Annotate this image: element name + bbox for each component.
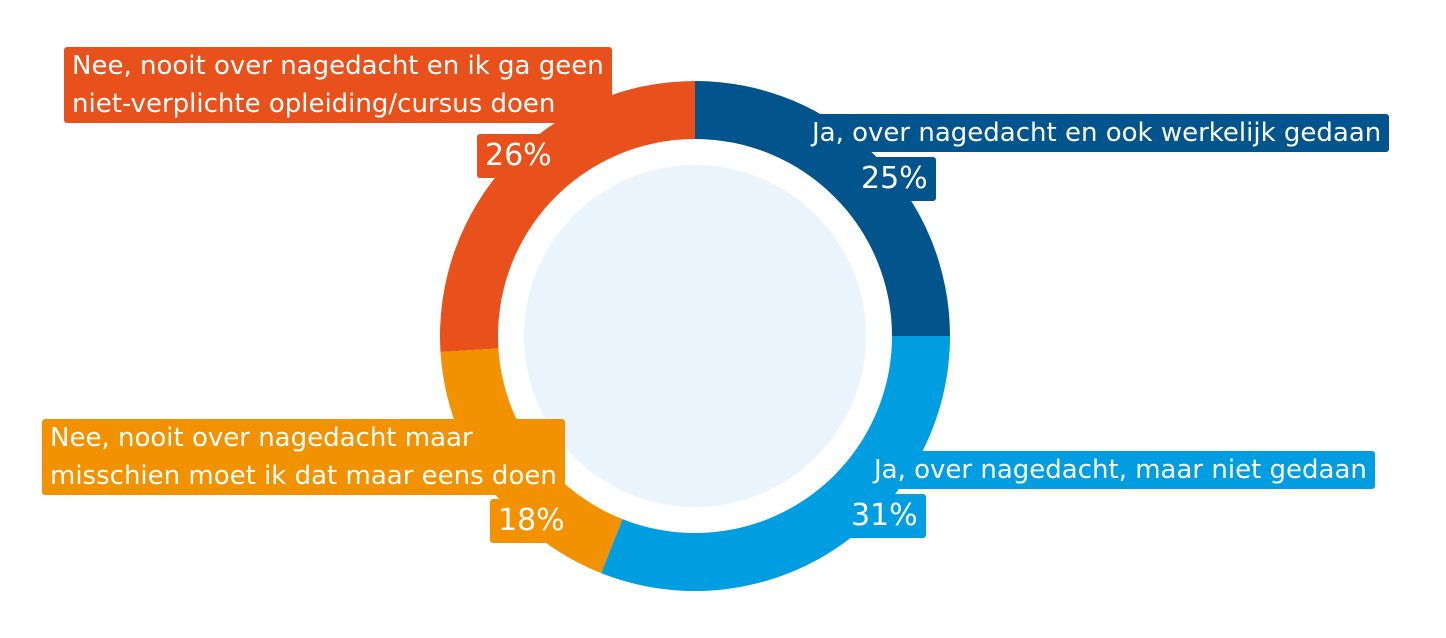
slice-label-ja-gedaan: Ja, over nagedacht en ook werkelijk geda… <box>804 114 1390 152</box>
slice-label-line: Nee, nooit over nagedacht en ik ga geen <box>72 51 604 81</box>
slice-label-ja-niet-gedaan: Ja, over nagedacht, maar niet gedaan <box>866 451 1375 489</box>
slice-label-line: misschien moet ik dat maar eens doen <box>50 461 557 491</box>
donut-slice <box>439 81 695 353</box>
slice-percent-ja-niet-gedaan: 31% <box>843 494 926 538</box>
slice-label-line: niet-verplichte opleiding/cursus doen <box>72 89 556 119</box>
slice-label-nee-misschien: Nee, nooit over nagedacht maar misschien… <box>42 419 565 495</box>
donut-center-fill <box>524 165 866 507</box>
slice-label-line: Nee, nooit over nagedacht maar <box>50 423 473 453</box>
slice-label-nee-geen: Nee, nooit over nagedacht en ik ga geen … <box>64 47 612 123</box>
slice-percent-nee-geen: 26% <box>477 134 560 178</box>
slice-percent-nee-misschien: 18% <box>490 499 573 543</box>
slice-percent-ja-gedaan: 25% <box>853 157 936 201</box>
donut-slice <box>695 81 950 336</box>
